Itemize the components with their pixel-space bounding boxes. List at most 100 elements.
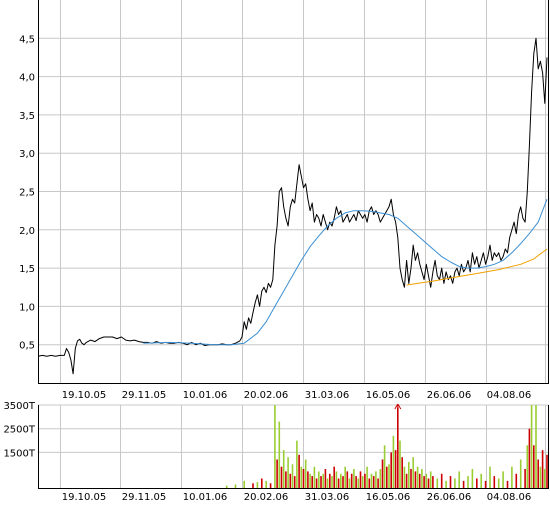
volume-bar (471, 469, 474, 488)
volume-bar (530, 405, 533, 488)
volume-bar (293, 476, 296, 488)
volume-bar (234, 484, 237, 488)
volume-bar (386, 466, 388, 488)
volume-bar (344, 466, 346, 488)
volume-bar (243, 480, 245, 488)
volume-bar (287, 457, 289, 488)
volume-bar (311, 476, 313, 488)
volume-x-tick-label: 29.11.05 (122, 492, 167, 503)
volume-bar (269, 483, 272, 488)
price-y-tick-label: 4,5 (19, 34, 35, 45)
volume-bar (333, 466, 335, 488)
volume-bar (392, 435, 395, 488)
volume-bar (340, 473, 342, 488)
price-y-tick-label: 0,5 (19, 341, 35, 352)
price-y-tick-label: 3,0 (19, 149, 35, 160)
volume-bar (458, 471, 460, 488)
volume-bar (366, 466, 368, 488)
volume-bar (298, 454, 300, 488)
volume-bar (364, 473, 366, 488)
volume-bar (423, 476, 425, 488)
volume-x-tick-label: 04.08.06 (487, 492, 532, 503)
volume-bar (331, 476, 333, 488)
series-line-ma_short (143, 199, 548, 346)
volume-bar (476, 478, 478, 488)
volume-bar (541, 450, 544, 488)
volume-bar (381, 459, 384, 488)
volume-bar (225, 485, 228, 488)
volume-bar (278, 421, 281, 488)
volume-bar (414, 471, 417, 488)
volume-bar (445, 480, 447, 488)
volume-bar (309, 473, 311, 488)
volume-bar (410, 469, 412, 488)
volume-y-tick-label: 2500T (3, 425, 35, 436)
volume-panel: 1500T 2500T 3500T 19.10.05 29.11.05 10.01.06 2… (3, 401, 549, 503)
volume-bar (261, 478, 263, 488)
price-x-tick-label: 04.08.06 (487, 390, 532, 401)
price-x-tick-label: 10.01.06 (183, 390, 228, 401)
volume-bar (535, 405, 537, 488)
volume-bar (480, 473, 482, 488)
volume-bar (353, 469, 355, 488)
price-y-tick-label: 1,5 (19, 264, 35, 275)
volume-bar (467, 476, 469, 488)
volume-bar (322, 473, 324, 488)
volume-bar (357, 478, 360, 488)
volume-bar (383, 445, 386, 488)
volume-x-tick-label: 20.02.06 (244, 492, 289, 503)
volume-bar (350, 473, 353, 488)
price-x-tick-label: 26.06.06 (427, 390, 472, 401)
volume-bar (408, 461, 410, 488)
price-x-tick-label: 19.10.05 (62, 390, 107, 401)
volume-bar (335, 471, 338, 488)
volume-bar (291, 464, 294, 488)
volume-bar (397, 407, 399, 488)
volume-max-marker-icon (394, 403, 402, 413)
volume-bar (300, 466, 303, 488)
series-line-ma_long (406, 248, 548, 286)
volume-bar (375, 471, 377, 488)
volume-bar (399, 440, 401, 488)
volume-bar (454, 478, 456, 488)
volume-bar (302, 469, 305, 488)
price-x-tick-label: 16.05.06 (366, 390, 411, 401)
volume-bar (326, 478, 329, 488)
volume-bar (265, 480, 267, 488)
volume-bar (462, 480, 465, 488)
volume-bar (320, 476, 322, 488)
volume-bar (403, 466, 406, 488)
volume-bar (425, 473, 428, 488)
volume-bar (418, 473, 421, 488)
volume-bar (528, 428, 531, 488)
price-y-tick-label: 3,5 (19, 111, 35, 122)
volume-bar (394, 450, 397, 488)
volume-bar (546, 454, 548, 488)
volume-bar (342, 476, 344, 488)
volume-bar (289, 473, 292, 488)
volume-bar (329, 473, 331, 488)
volume-bar (346, 471, 349, 488)
volume-bar (489, 466, 491, 488)
volume-y-tick-label: 1500T (3, 448, 35, 459)
volume-bar (361, 476, 364, 488)
volume-x-tick-label: 26.06.06 (427, 492, 472, 503)
volume-bar (359, 471, 362, 488)
volume-x-tick-label: 19.10.05 (62, 492, 107, 503)
volume-bar (539, 466, 542, 488)
volume-bar (484, 480, 487, 488)
volume-bar (544, 469, 546, 488)
price-y-tick-label: 4,0 (19, 73, 35, 84)
volume-x-tick-label: 16.05.06 (366, 492, 411, 503)
price-x-tick-label: 20.02.06 (244, 390, 289, 401)
volume-bar (432, 476, 434, 488)
volume-bar (515, 473, 518, 488)
volume-bar (405, 473, 408, 488)
price-x-tick-label: 29.11.05 (122, 390, 167, 401)
volume-bar (440, 473, 443, 488)
volume-bar (421, 469, 423, 488)
volume-bar (497, 478, 500, 488)
volume-y-tick-label: 3500T (3, 401, 35, 412)
volume-bar (493, 476, 496, 488)
